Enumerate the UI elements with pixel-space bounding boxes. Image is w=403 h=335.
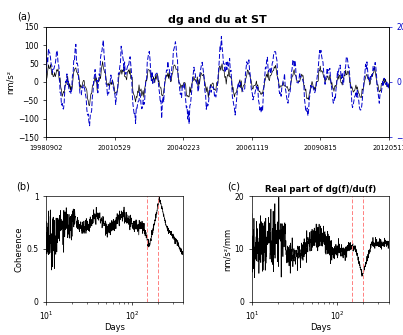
Title: dg and du at ST: dg and du at ST [168,15,267,25]
X-axis label: Days: Days [104,323,125,332]
X-axis label: Days: Days [310,323,331,332]
Y-axis label: nm/s²: nm/s² [6,70,15,94]
Text: (b): (b) [16,181,30,191]
Title: Real part of dg(f)/du(f): Real part of dg(f)/du(f) [265,185,376,194]
Text: (c): (c) [227,181,240,191]
Text: (a): (a) [17,11,31,21]
Y-axis label: nm/s²/mm: nm/s²/mm [223,227,232,271]
Y-axis label: Coherence: Coherence [15,226,24,272]
